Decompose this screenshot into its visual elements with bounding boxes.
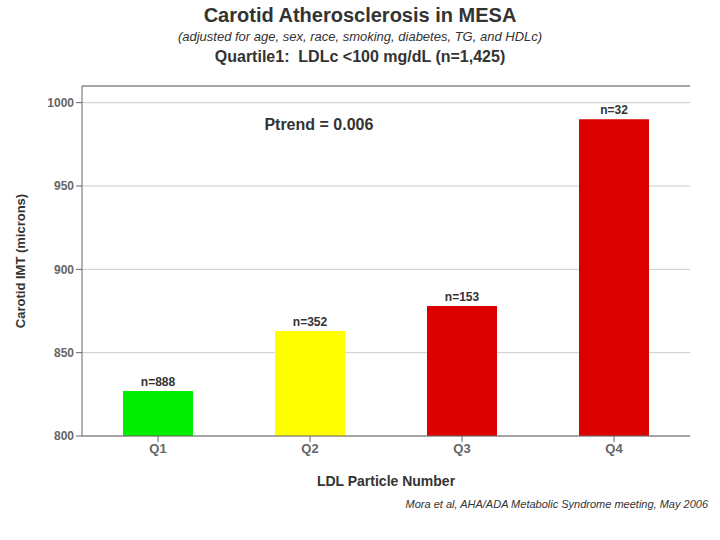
svg-text:900: 900 — [54, 263, 74, 277]
svg-text:850: 850 — [54, 346, 74, 360]
html-text:Carotid Atherosclerosis in MES: Carotid Atherosclerosis in MESA — [203, 4, 517, 26]
svg-text:n=32: n=32 — [600, 103, 628, 117]
svg-text:Q2: Q2 — [301, 441, 318, 456]
svg-text:n=153: n=153 — [445, 290, 480, 304]
html-text:Mora et al, AHA/ADA Metabolic: Mora et al, AHA/ADA Metabolic Syndrome m… — [405, 498, 708, 510]
svg-text:n=352: n=352 — [293, 315, 328, 329]
svg-text:800: 800 — [54, 429, 74, 443]
svg-text:LDL Particle Number: LDL Particle Number — [317, 473, 456, 489]
svg-text:n=888: n=888 — [141, 375, 176, 389]
svg-text:Q4: Q4 — [605, 441, 623, 456]
html-text:(adjusted for age, sex, race,: (adjusted for age, sex, race, smoking, d… — [177, 29, 543, 44]
html-text:Ptrend = 0.006: Ptrend = 0.006 — [264, 116, 374, 133]
html-text:Quartile1: LDLc <100 mg/dL (n=: Quartile1: LDLc <100 mg/dL (n=1,425) — [214, 48, 506, 65]
svg-text:950: 950 — [54, 179, 74, 193]
svg-text:Carotid IMT (microns): Carotid IMT (microns) — [13, 194, 28, 328]
svg-text:Q1: Q1 — [149, 441, 166, 456]
svg-text:1000: 1000 — [47, 96, 74, 110]
svg-text:Q3: Q3 — [453, 441, 470, 456]
